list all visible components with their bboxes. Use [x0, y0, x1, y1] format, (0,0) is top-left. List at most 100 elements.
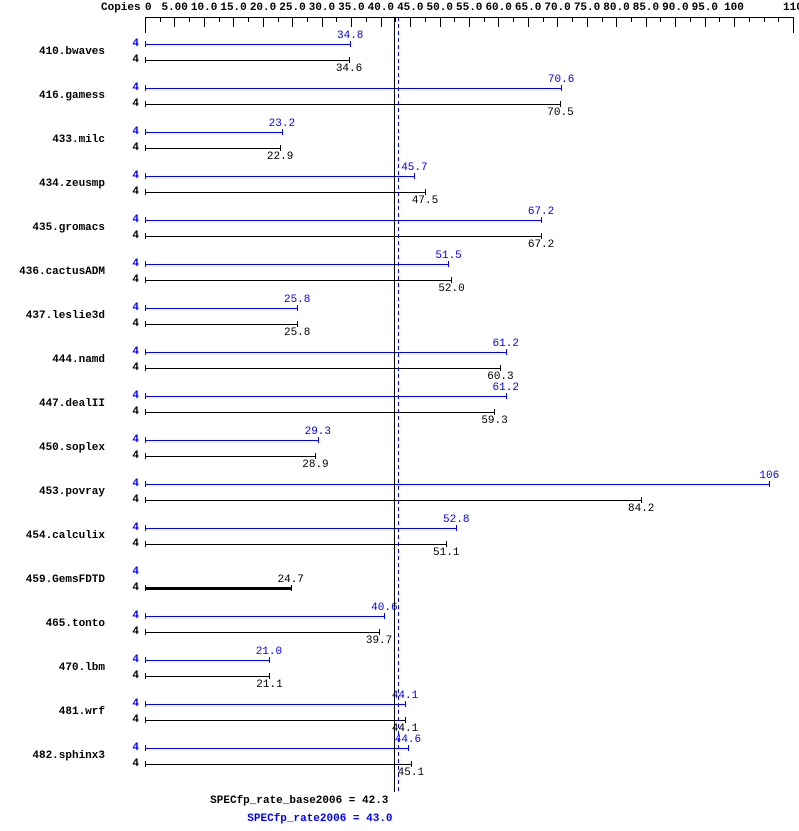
axis-major-tick: [233, 17, 234, 27]
bar-peak: [145, 308, 297, 309]
copies-peak: 4: [125, 346, 139, 358]
axis-major-tick: [410, 17, 411, 27]
reference-line-dash: [398, 199, 399, 203]
axis-major-tick: [734, 17, 735, 27]
axis-minor-tick: [278, 17, 279, 22]
axis-tick-label: 110: [783, 2, 799, 14]
copies-base: 4: [125, 318, 139, 330]
bar-value-peak: 29.3: [305, 426, 331, 438]
reference-line-dash: [398, 493, 399, 497]
axis-minor-tick: [602, 17, 603, 22]
reference-line-dash: [398, 234, 399, 238]
bar-value-peak: 34.8: [337, 30, 363, 42]
bar-cap-left: [145, 349, 146, 355]
reference-line-dash: [398, 178, 399, 182]
axis-minor-tick: [454, 17, 455, 22]
bar-value-base: 39.7: [366, 635, 392, 647]
reference-line-dash: [398, 31, 399, 35]
bar-value-base: 51.1: [433, 547, 459, 559]
reference-line-dash: [398, 598, 399, 602]
axis-tick-label: 0: [145, 2, 152, 14]
axis-tick-label: 85.0: [633, 2, 659, 14]
bar-cap-left: [145, 85, 146, 91]
axis-minor-tick: [513, 17, 514, 22]
bar-cap-left: [145, 673, 146, 679]
copies-peak: 4: [125, 654, 139, 666]
reference-line-dash: [398, 591, 399, 595]
copies-peak: 4: [125, 170, 139, 182]
axis-major-tick: [616, 17, 617, 27]
reference-line-dash: [398, 542, 399, 546]
bar-peak: [145, 44, 350, 45]
axis-major-tick: [675, 17, 676, 27]
bar-base: [145, 148, 280, 149]
axis-tick-label: 20.0: [250, 2, 276, 14]
reference-line: [394, 17, 395, 792]
benchmark-label: 453.povray: [5, 486, 105, 498]
bar-value-peak: 51.5: [435, 250, 461, 262]
bar-peak: [145, 352, 506, 353]
copies-peak: 4: [125, 522, 139, 534]
axis-tick-label: 100: [724, 2, 744, 14]
axis-tick-label: 95.0: [692, 2, 718, 14]
axis-major-tick: [793, 17, 794, 27]
bar-peak: [145, 220, 541, 221]
bar-base: [145, 764, 411, 765]
copies-base: 4: [125, 230, 139, 242]
reference-line-dash: [398, 738, 399, 742]
benchmark-label: 416.gamess: [5, 90, 105, 102]
bar-peak: [145, 132, 282, 133]
copies-peak: 4: [125, 214, 139, 226]
reference-line-dash: [398, 444, 399, 448]
axis-tick-label: 5.00: [161, 2, 187, 14]
bar-peak: [145, 660, 269, 661]
reference-line-dash: [398, 479, 399, 483]
copies-base: 4: [125, 362, 139, 374]
axis-major-tick: [528, 17, 529, 27]
copies-peak: 4: [125, 478, 139, 490]
axis-tick-label: 90.0: [662, 2, 688, 14]
axis-major-tick: [204, 17, 205, 27]
copies-base: 4: [125, 142, 139, 154]
bar-cap-left: [145, 745, 146, 751]
reference-line-dash: [398, 276, 399, 280]
reference-line-dash: [398, 584, 399, 588]
bar-cap-left: [145, 321, 146, 327]
reference-line-dash: [398, 220, 399, 224]
bar-cap-left: [145, 657, 146, 663]
bar-base: [145, 236, 541, 237]
reference-line-dash: [398, 605, 399, 609]
reference-line-dash: [398, 507, 399, 511]
axis-minor-tick: [336, 17, 337, 22]
copies-base: 4: [125, 98, 139, 110]
reference-line-dash: [398, 262, 399, 266]
reference-line-dash: [398, 129, 399, 133]
reference-line-dash: [398, 17, 399, 21]
benchmark-label: 447.dealII: [5, 398, 105, 410]
bar-value-base: 24.7: [278, 574, 304, 586]
reference-line-dash: [398, 108, 399, 112]
bar-cap-left: [145, 57, 146, 63]
benchmark-label: 465.tonto: [5, 618, 105, 630]
bar-cap-left: [145, 525, 146, 531]
reference-line-dash: [398, 241, 399, 245]
axis-minor-tick: [660, 17, 661, 22]
reference-line-dash: [398, 528, 399, 532]
bar-value-peak: 21.0: [256, 646, 282, 658]
reference-line-dash: [398, 381, 399, 385]
axis-tick-label: 35.0: [338, 2, 364, 14]
bar-base: [145, 104, 560, 105]
bar-base: [145, 280, 451, 281]
reference-line-dash: [398, 346, 399, 350]
reference-line-dash: [398, 521, 399, 525]
copies-peak: 4: [125, 82, 139, 94]
bar-value-base: 22.9: [267, 151, 293, 163]
reference-line-dash: [398, 101, 399, 105]
bar-base: [145, 720, 405, 721]
benchmark-label: 410.bwaves: [5, 46, 105, 58]
bar-peak: [145, 176, 414, 177]
axis-minor-tick: [690, 17, 691, 22]
benchmark-label: 436.cactusADM: [5, 266, 105, 278]
reference-line-dash: [398, 409, 399, 413]
copies-peak: 4: [125, 258, 139, 270]
